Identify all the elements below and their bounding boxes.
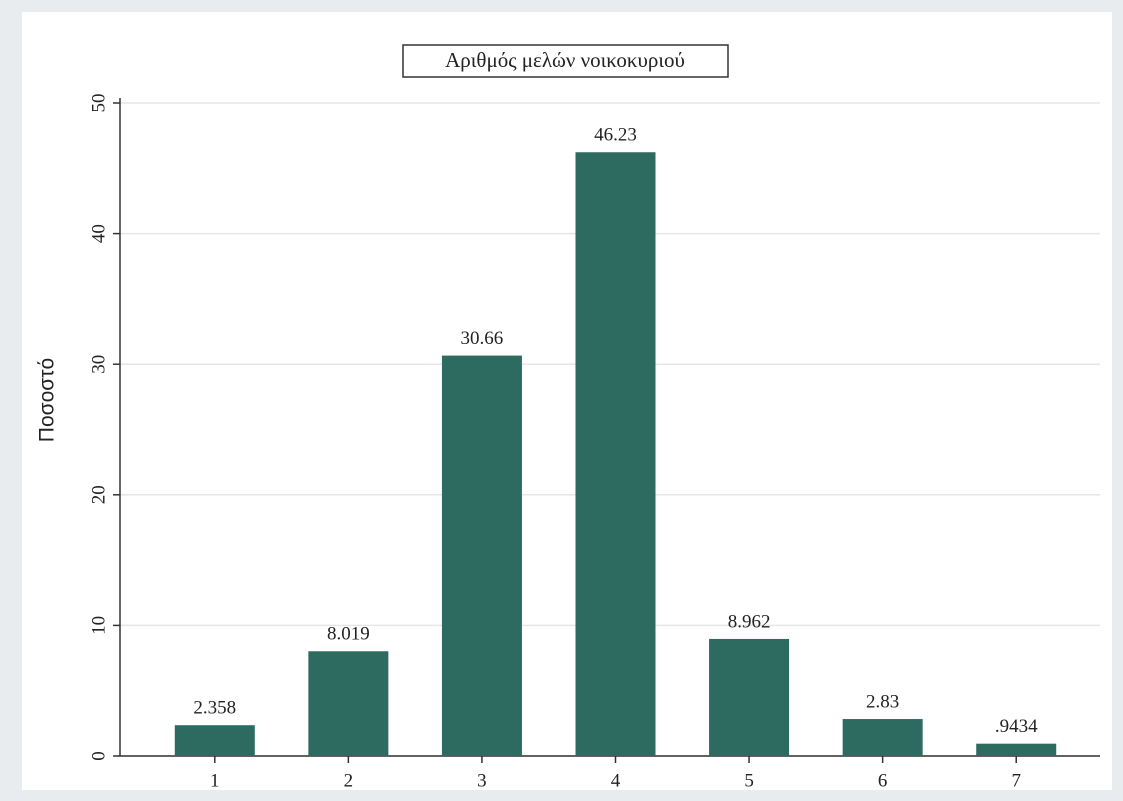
x-tick-label: 4	[611, 770, 621, 791]
bar	[441, 355, 522, 756]
x-tick-label: 2	[344, 770, 354, 791]
value-label: 46.23	[594, 125, 637, 146]
x-tick-label: 7	[1011, 770, 1021, 791]
y-tick-label: 50	[88, 94, 109, 113]
y-axis-label: Ποσοστό	[36, 358, 59, 442]
value-label: .9434	[995, 716, 1038, 737]
value-label: 8.019	[327, 624, 370, 645]
chart-title: Αριθμός μελών νοικοκυριού	[445, 48, 685, 72]
value-label: 2.83	[866, 691, 899, 712]
x-tick-label: 3	[477, 770, 487, 791]
y-tick-label: 40	[88, 224, 109, 243]
bar	[575, 152, 656, 756]
bar	[842, 719, 923, 756]
title-box	[402, 44, 729, 78]
y-tick-label: 20	[88, 485, 109, 504]
plot-background	[22, 12, 1112, 790]
value-label: 8.962	[728, 611, 771, 632]
bar	[709, 638, 790, 756]
x-tick-label: 5	[744, 770, 754, 791]
x-tick-label: 6	[878, 770, 888, 791]
bar	[308, 651, 389, 756]
value-label: 30.66	[461, 328, 504, 349]
value-label: 2.358	[193, 698, 236, 719]
y-tick-label: 10	[88, 616, 109, 635]
y-tick-label: 0	[88, 751, 109, 761]
bar	[174, 725, 255, 756]
y-tick-label: 30	[88, 355, 109, 374]
x-tick-label: 1	[210, 770, 220, 791]
bar	[976, 743, 1057, 756]
